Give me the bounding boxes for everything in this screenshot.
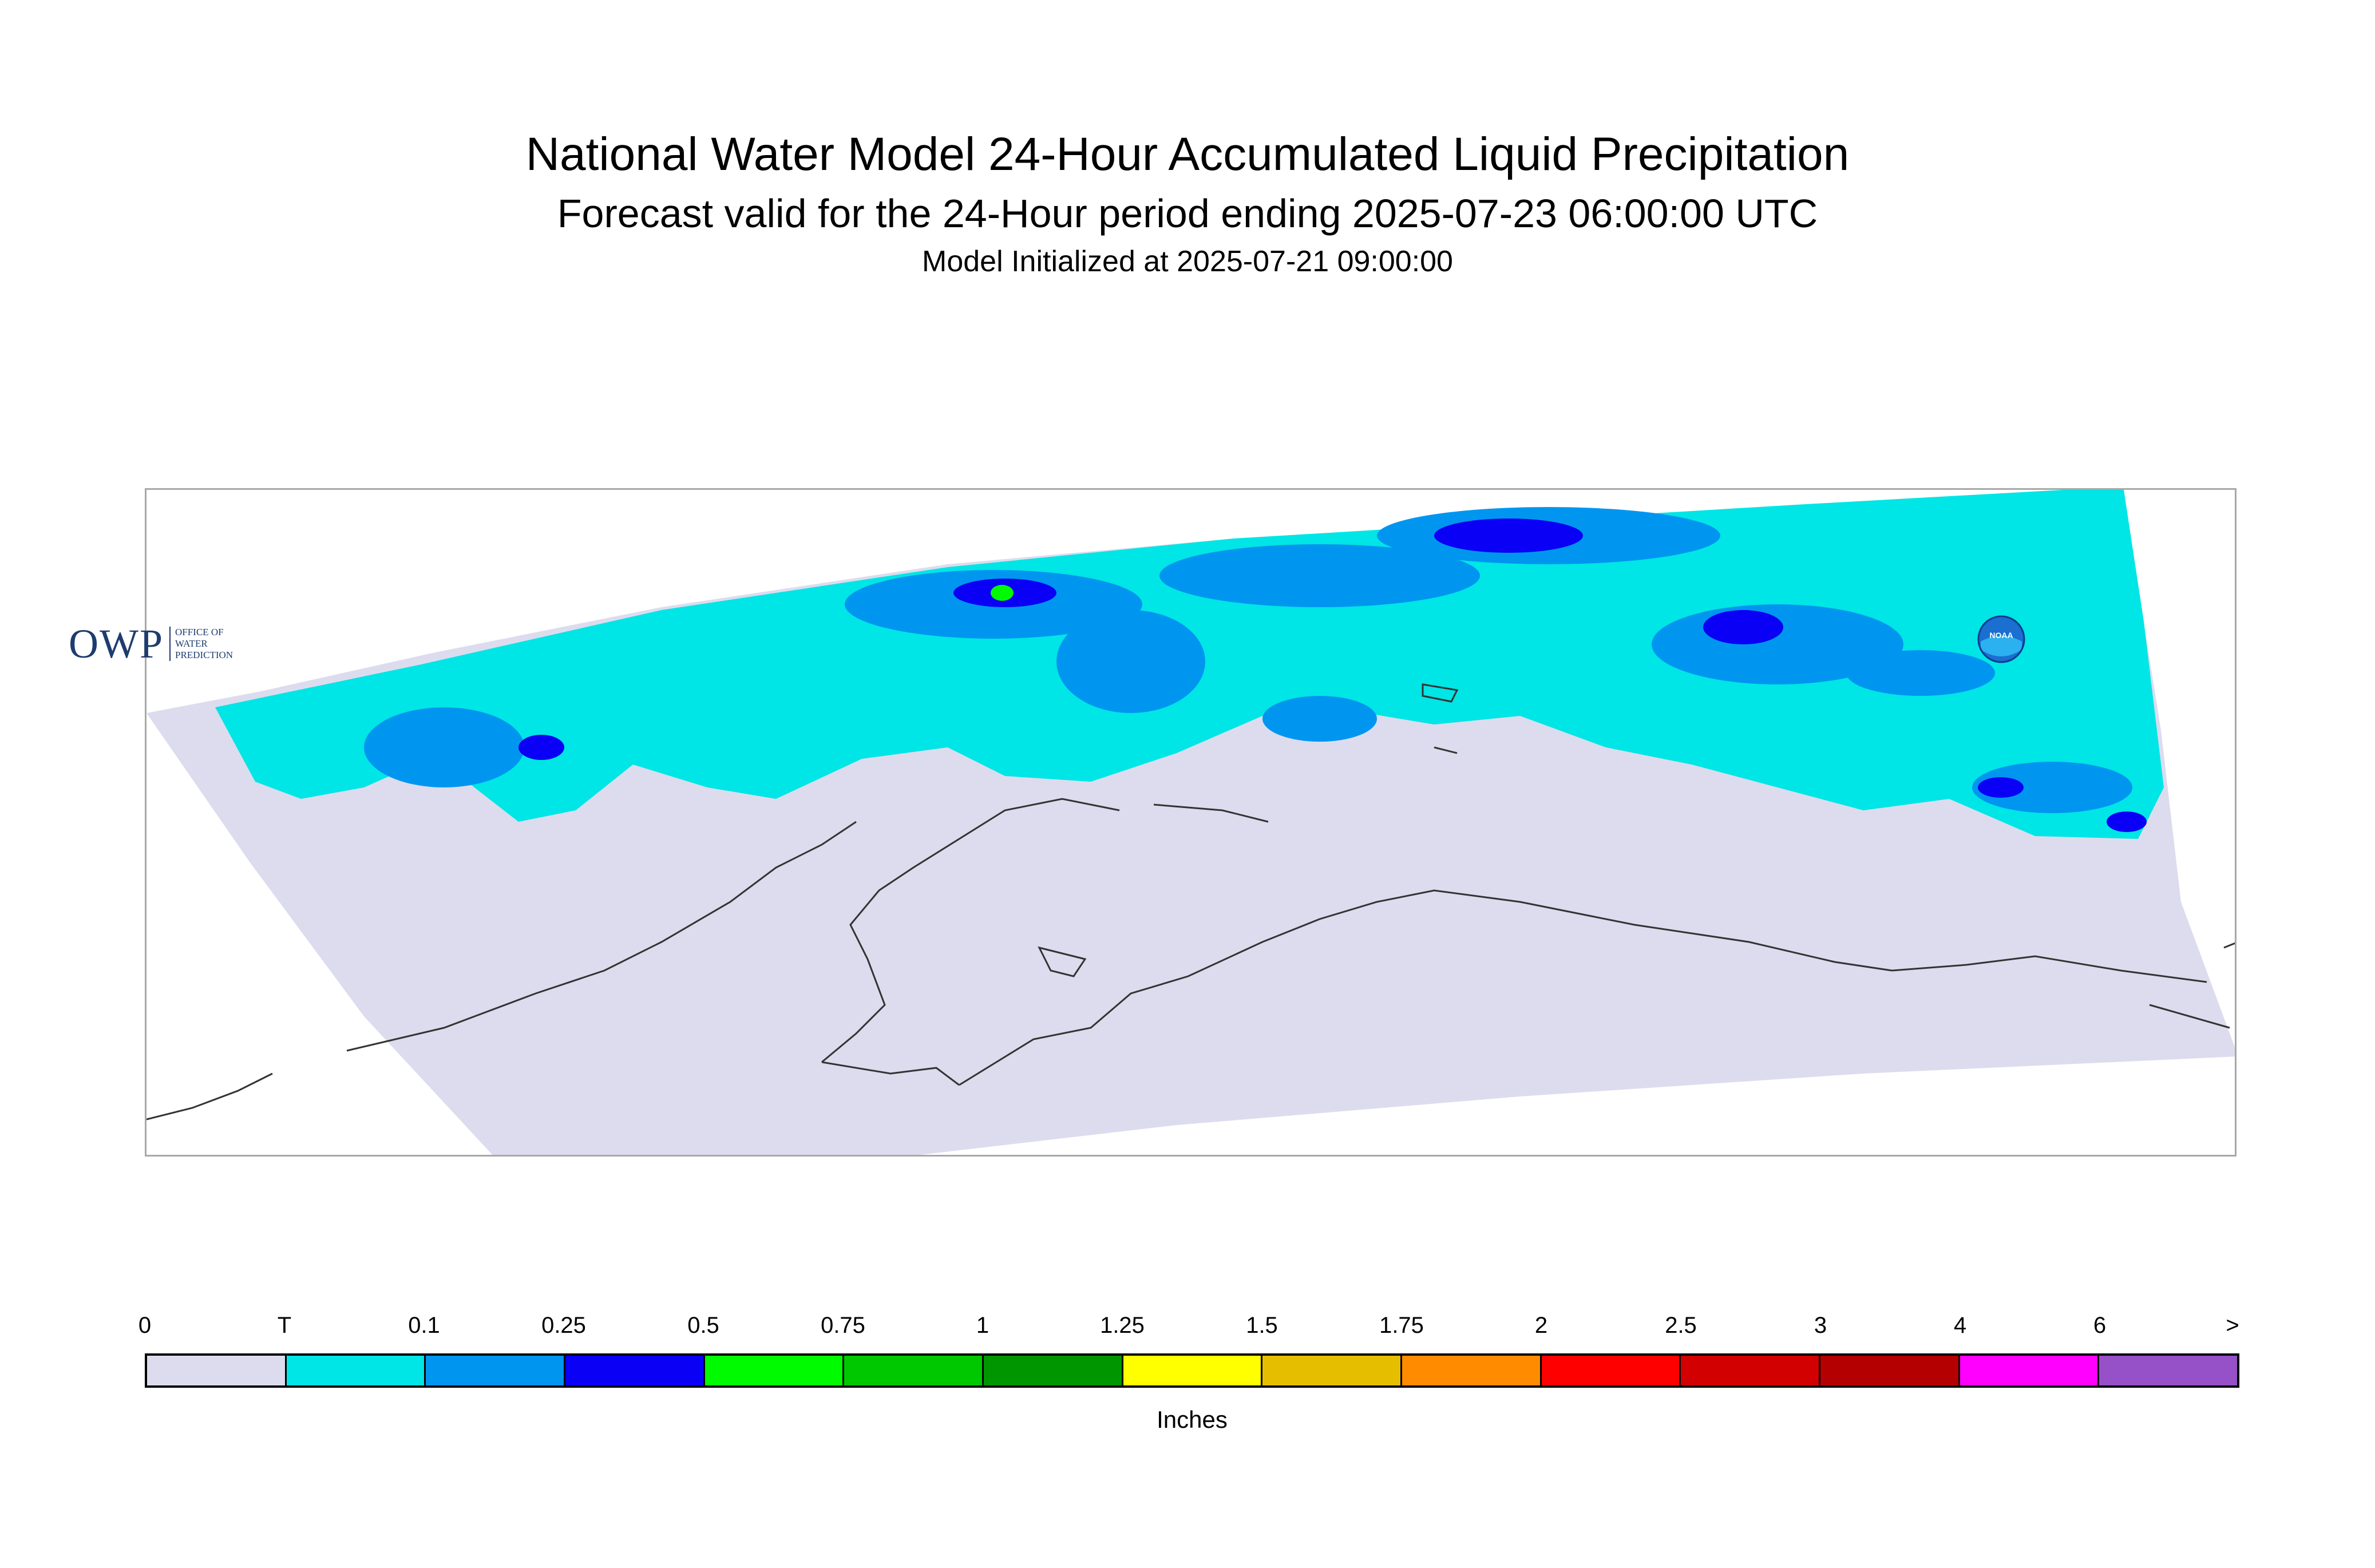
legend-color-bar <box>145 1353 2239 1388</box>
legend-label: 1.75 <box>1379 1313 1424 1338</box>
legend-label: 4 <box>1953 1313 1967 1338</box>
legend-unit: Inches <box>1157 1406 1228 1433</box>
legend-label: 0 <box>138 1313 152 1338</box>
moderate-precip-areas <box>518 518 2147 832</box>
legend-label: 6 <box>2093 1313 2107 1338</box>
light-precip-areas <box>364 507 2132 813</box>
legend-label: > <box>2226 1313 2239 1338</box>
legend-swatch <box>1123 1356 1263 1385</box>
legend-swatch <box>1681 1356 1821 1385</box>
legend-label: 1.25 <box>1100 1313 1145 1338</box>
owp-sub-line-1: OFFICE OF <box>175 627 224 638</box>
owp-logo-subtext: OFFICE OF WATER PREDICTION <box>169 627 233 661</box>
noaa-logo-text: NOAA <box>1989 631 2013 640</box>
legend-label: T <box>277 1313 292 1338</box>
title-block: National Water Model 24-Hour Accumulated… <box>0 126 2375 280</box>
legend-label: 0.75 <box>821 1313 865 1338</box>
legend-label: 0.25 <box>541 1313 586 1338</box>
heavy-precip-area <box>991 585 1014 601</box>
owp-sub-line-2: WATER <box>175 638 208 649</box>
legend-swatch <box>1262 1356 1403 1385</box>
model-init-time: Model Initialized at 2025-07-21 09:00:00 <box>922 245 1453 278</box>
owp-sub-line-3: PREDICTION <box>175 650 233 660</box>
map-panel <box>145 488 2237 1157</box>
legend-swatch <box>984 1356 1123 1385</box>
legend-label: 1.5 <box>1246 1313 1278 1338</box>
color-legend: 0 T 0.1 0.25 0.5 0.75 1 1.25 1.5 1.75 2 2.5 3 4 6 > Inc… <box>138 1310 2239 1433</box>
legend-swatch <box>147 1356 287 1385</box>
precip-map <box>147 490 2235 1155</box>
legend-label: 0.1 <box>408 1313 440 1338</box>
legend-label: 2.5 <box>1665 1313 1697 1338</box>
legend-label: 2 <box>1534 1313 1548 1338</box>
legend-labels: 0 T 0.1 0.25 0.5 0.75 1 1.25 1.5 1.75 2 2.5 3 4 6 > <box>138 1310 2239 1345</box>
owp-logo: OWP OFFICE OF WATER PREDICTION <box>69 621 233 667</box>
coastlines <box>147 683 2235 1120</box>
legend-swatch <box>426 1356 566 1385</box>
legend-label: 1 <box>976 1313 989 1338</box>
legend-swatch <box>2099 1356 2238 1385</box>
legend-swatch <box>565 1356 705 1385</box>
legend-swatch <box>1541 1356 1681 1385</box>
legend-label: 3 <box>1814 1313 1827 1338</box>
owp-logo-text: OWP <box>69 620 164 667</box>
legend-swatch <box>1820 1356 1960 1385</box>
legend-swatch <box>286 1356 426 1385</box>
legend-swatch <box>844 1356 984 1385</box>
map-title: National Water Model 24-Hour Accumulated… <box>525 128 1850 180</box>
map-subtitle: Forecast valid for the 24-Hour period en… <box>557 191 1818 236</box>
legend-label: 0.5 <box>687 1313 719 1338</box>
legend-swatch <box>1402 1356 1542 1385</box>
noaa-logo: NOAA <box>1977 615 2025 663</box>
legend-swatch <box>1960 1356 2100 1385</box>
legend-swatch <box>704 1356 845 1385</box>
